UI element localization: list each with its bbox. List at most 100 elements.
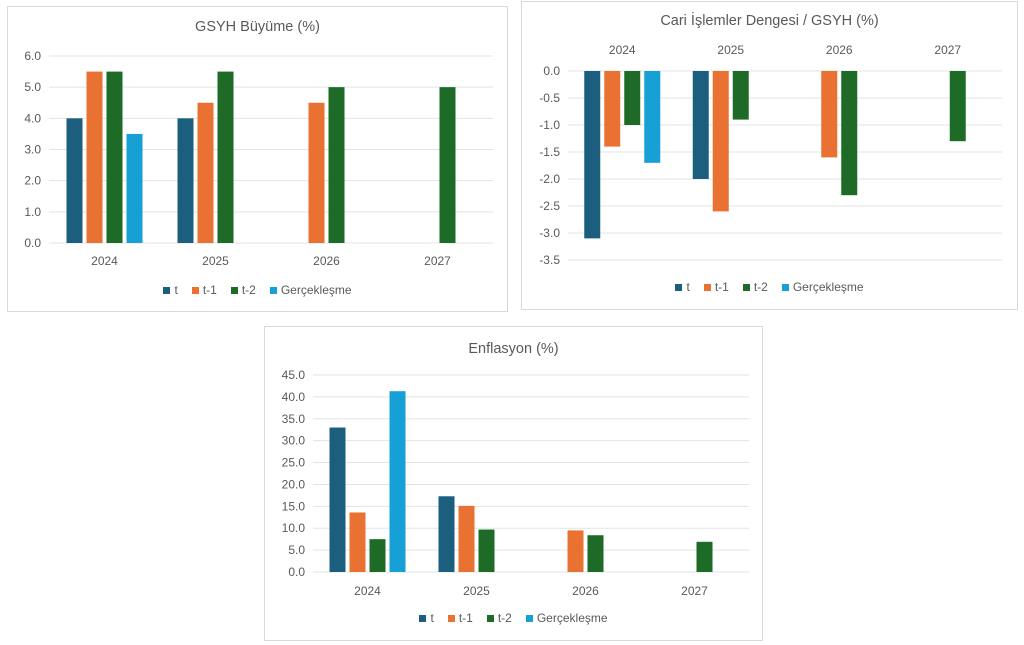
bar-t-2-2025 [478, 529, 495, 572]
bar-t-1-2025 [197, 102, 214, 243]
legend-label: Gerçekleşme [792, 280, 864, 294]
bar-t-1-2025 [458, 505, 475, 572]
x-tick-label: 2024 [354, 584, 381, 598]
y-tick-label: 0.0 [288, 565, 305, 579]
legend-item-gerceklesme: Gerçekleşme [781, 280, 864, 294]
bar-t-2-2026 [841, 71, 858, 196]
x-tick-label: 2027 [424, 254, 451, 268]
legend-label: t-2 [753, 280, 768, 294]
bar-t-2-2027 [439, 87, 456, 244]
bar-t-1-2025 [712, 71, 729, 212]
legend-label: t-1 [458, 611, 473, 625]
bar-gerekleme-2024 [644, 71, 661, 163]
bar-t-2-2027 [696, 541, 713, 572]
legend-item-t-1: t-1 [191, 283, 217, 297]
y-tick-label: 5.0 [288, 543, 305, 557]
legend-item-t-2: t-2 [742, 280, 768, 294]
y-tick-label: 30.0 [282, 434, 306, 448]
y-tick-label: 15.0 [282, 499, 306, 513]
bar-gerekleme-2024 [389, 391, 406, 572]
y-tick-label: 4.0 [24, 111, 41, 125]
bar-t-2025 [177, 118, 194, 243]
legend-swatch-t [163, 286, 171, 294]
y-tick-label: -3.5 [539, 253, 560, 267]
y-tick-label: -1.5 [539, 145, 560, 159]
bar-t-2-2024 [106, 71, 123, 243]
y-tick-label: 0.0 [24, 236, 41, 250]
legend-item-t-1: t-1 [703, 280, 729, 294]
legend-swatch-t [419, 614, 427, 622]
bar-t-1-2024 [349, 512, 366, 572]
legend: t t-1 t-2 Gerçekleşme [8, 283, 507, 297]
plot-area: 0.0 1.0 2.0 3.0 4.0 5.0 6.0 2024 2025 2026 2027 [24, 49, 493, 268]
bar-t-2-2026 [328, 87, 345, 244]
x-tick-label: 2025 [202, 254, 229, 268]
bar-t-2024 [584, 71, 601, 239]
bar-t-1-2026 [308, 102, 325, 243]
bar-t-2025 [692, 71, 709, 179]
plot-area: 0.0 5.0 10.0 15.0 20.0 25.0 30.0 35.0 40.0 45.0 20… [282, 368, 749, 598]
x-tick-label: 2027 [681, 584, 708, 598]
y-tick-label: 6.0 [24, 49, 41, 63]
y-tick-label: -2.5 [539, 199, 560, 213]
bar-t-2024 [66, 118, 83, 243]
bar-t-1-2026 [821, 71, 838, 158]
x-tick-label: 2026 [826, 43, 853, 57]
legend-label: t [174, 283, 178, 297]
legend-label: t [686, 280, 690, 294]
legend-item-t: t [419, 611, 434, 625]
legend-item-gerceklesme: Gerçekleşme [525, 611, 608, 625]
legend-label: t [430, 611, 434, 625]
legend-item-t: t [163, 283, 178, 297]
y-tick-label: 35.0 [282, 412, 306, 426]
legend-swatch-t-2 [486, 614, 494, 622]
x-tick-label: 2024 [609, 43, 636, 57]
legend-item-t-1: t-1 [447, 611, 473, 625]
bar-t-2-2024 [624, 71, 641, 125]
chart-title: Cari İşlemler Dengesi / GSYH (%) [660, 13, 879, 29]
y-tick-label: 10.0 [282, 521, 306, 535]
x-tick-label: 2025 [463, 584, 490, 598]
legend-label: t-1 [714, 280, 729, 294]
legend-swatch-t-1 [191, 286, 199, 294]
x-tick-label: 2026 [572, 584, 599, 598]
legend-label: Gerçekleşme [280, 283, 352, 297]
y-tick-label: -1.0 [539, 118, 560, 132]
legend-item-gerceklesme: Gerçekleşme [269, 283, 352, 297]
chart-gsyh-growth: GSYH Büyüme (%) 0.0 1.0 2.0 3.0 4.0 5.0 6.0 202… [7, 6, 508, 312]
bar-t-1-2026 [567, 530, 584, 572]
bar-t-1-2024 [86, 71, 103, 243]
bar-t-2-2026 [587, 535, 604, 572]
legend-swatch-gerceklesme [781, 283, 789, 291]
bar-t-2025 [438, 496, 455, 572]
y-tick-label: 5.0 [24, 80, 41, 94]
y-tick-label: 3.0 [24, 143, 41, 157]
legend-swatch-t-1 [703, 283, 711, 291]
x-tick-label: 2025 [717, 43, 744, 57]
y-tick-label: -2.0 [539, 172, 560, 186]
bar-gerekleme-2024 [126, 133, 143, 243]
chart-inflation: Enflasyon (%) 0.0 5.0 10.0 15.0 20.0 25.0 30.0… [264, 326, 763, 641]
legend-label: Gerçekleşme [536, 611, 608, 625]
chart-title: GSYH Büyüme (%) [195, 19, 320, 35]
x-tick-label: 2024 [91, 254, 118, 268]
chart-current-account: Cari İşlemler Dengesi / GSYH (%) 0.0 -0.5… [521, 1, 1018, 310]
legend-item-t-2: t-2 [486, 611, 512, 625]
y-tick-label: 1.0 [24, 205, 41, 219]
legend: t t-1 t-2 Gerçekleşme [265, 611, 762, 625]
bar-t-2-2024 [369, 539, 386, 572]
legend: t t-1 t-2 Gerçekleşme [522, 280, 1017, 294]
bar-t-2-2025 [732, 71, 749, 120]
bar-t-2024 [329, 427, 346, 572]
bar-t-2-2027 [949, 71, 966, 142]
legend-label: t-1 [202, 283, 217, 297]
x-tick-label: 2026 [313, 254, 340, 268]
bar-t-2-2025 [217, 71, 234, 243]
y-tick-label: 25.0 [282, 456, 306, 470]
legend-item-t: t [675, 280, 690, 294]
y-tick-label: 45.0 [282, 368, 306, 382]
legend-label: t-2 [497, 611, 512, 625]
y-tick-label: 0.0 [543, 64, 560, 78]
legend-swatch-t-2 [230, 286, 238, 294]
legend-item-t-2: t-2 [230, 283, 256, 297]
